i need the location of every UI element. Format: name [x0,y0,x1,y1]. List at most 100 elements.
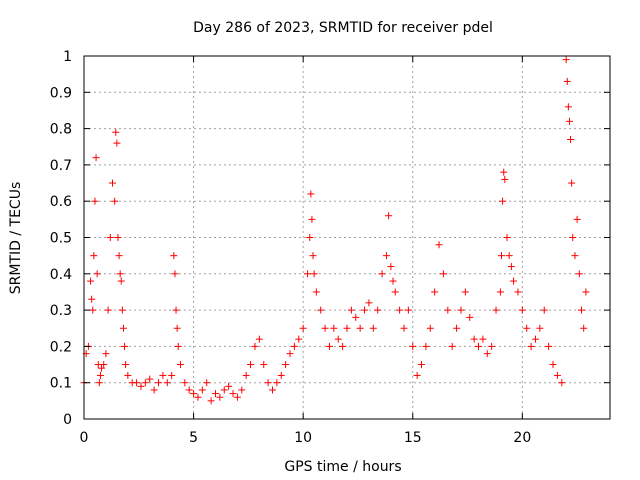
data-point [378,270,386,278]
data-point [565,117,573,125]
data-point [387,263,395,271]
data-point [118,306,126,314]
data-point [225,382,233,390]
data-point [104,306,112,314]
data-point [229,390,237,398]
y-tick-label: 0.9 [50,85,72,101]
data-point [382,252,390,260]
data-point [321,324,329,332]
y-tick-label: 1 [63,49,72,65]
data-point [409,342,417,350]
data-point [115,252,123,260]
data-point [89,306,97,314]
data-point [106,234,114,241]
data-point [453,324,461,332]
data-point [578,306,586,314]
data-point [121,342,129,350]
data-point [124,371,132,379]
data-point [562,56,570,64]
y-tick-label: 0.6 [50,194,72,210]
chart-title: Day 286 of 2023, SRMTID for receiver pde… [193,20,493,36]
data-point [549,361,557,369]
x-tick-label: 20 [513,430,531,446]
data-point [567,135,575,143]
data-point [457,306,465,314]
data-point [396,306,404,314]
data-point [295,335,303,343]
data-point [190,390,198,398]
data-point [496,288,504,296]
data-point [435,241,443,249]
data-point [339,342,347,350]
data-point [385,212,393,220]
data-point [299,324,307,332]
data-point [507,263,515,271]
data-point [389,277,397,285]
data-point [356,324,364,332]
data-point [117,277,125,285]
data-point [498,252,506,260]
data-point [286,350,294,358]
data-point [96,371,104,379]
data-point [308,215,316,223]
data-point [523,324,531,332]
data-point [168,371,176,379]
data-point [466,313,474,321]
data-point [216,393,224,401]
data-point [505,252,513,260]
data-point [93,270,101,278]
data-point [212,390,219,398]
data-points [80,56,590,405]
data-point [492,306,500,314]
data-point [571,252,579,260]
data-point [536,324,544,332]
data-point [172,306,180,314]
data-point [159,371,167,379]
data-point [325,342,333,350]
data-point [141,379,149,387]
data-point [365,299,373,307]
data-point [92,154,100,162]
data-point [108,179,116,187]
grid-lines [84,56,610,419]
data-point [330,324,338,332]
data-point [137,382,145,390]
data-point [573,215,581,223]
data-point [150,386,158,394]
data-point [247,361,255,369]
data-point [173,324,181,332]
data-point [112,128,120,136]
data-point [422,342,430,350]
data-point [553,371,561,379]
data-point [413,371,421,379]
data-point [102,350,110,358]
data-point [580,324,588,332]
data-point [306,234,314,241]
data-point [185,386,193,394]
y-tick-label: 0.8 [50,122,72,138]
data-point [347,306,355,314]
data-point [91,197,99,205]
data-point [461,288,469,296]
data-point [488,342,496,350]
plot-frame [83,55,611,420]
data-point [233,393,241,401]
data-point [260,361,268,369]
data-point [251,342,259,350]
data-point [400,324,408,332]
data-point [198,386,206,394]
data-point [264,379,272,387]
data-point [483,350,491,358]
data-point [361,306,369,314]
data-point [307,190,315,198]
data-point [111,197,119,205]
y-axis-label: SRMTID / TECUs [8,182,24,295]
data-point [569,234,577,241]
data-point [426,324,434,332]
data-point [119,324,127,332]
data-point [312,288,320,296]
data-point [475,342,482,350]
data-point [238,386,246,394]
